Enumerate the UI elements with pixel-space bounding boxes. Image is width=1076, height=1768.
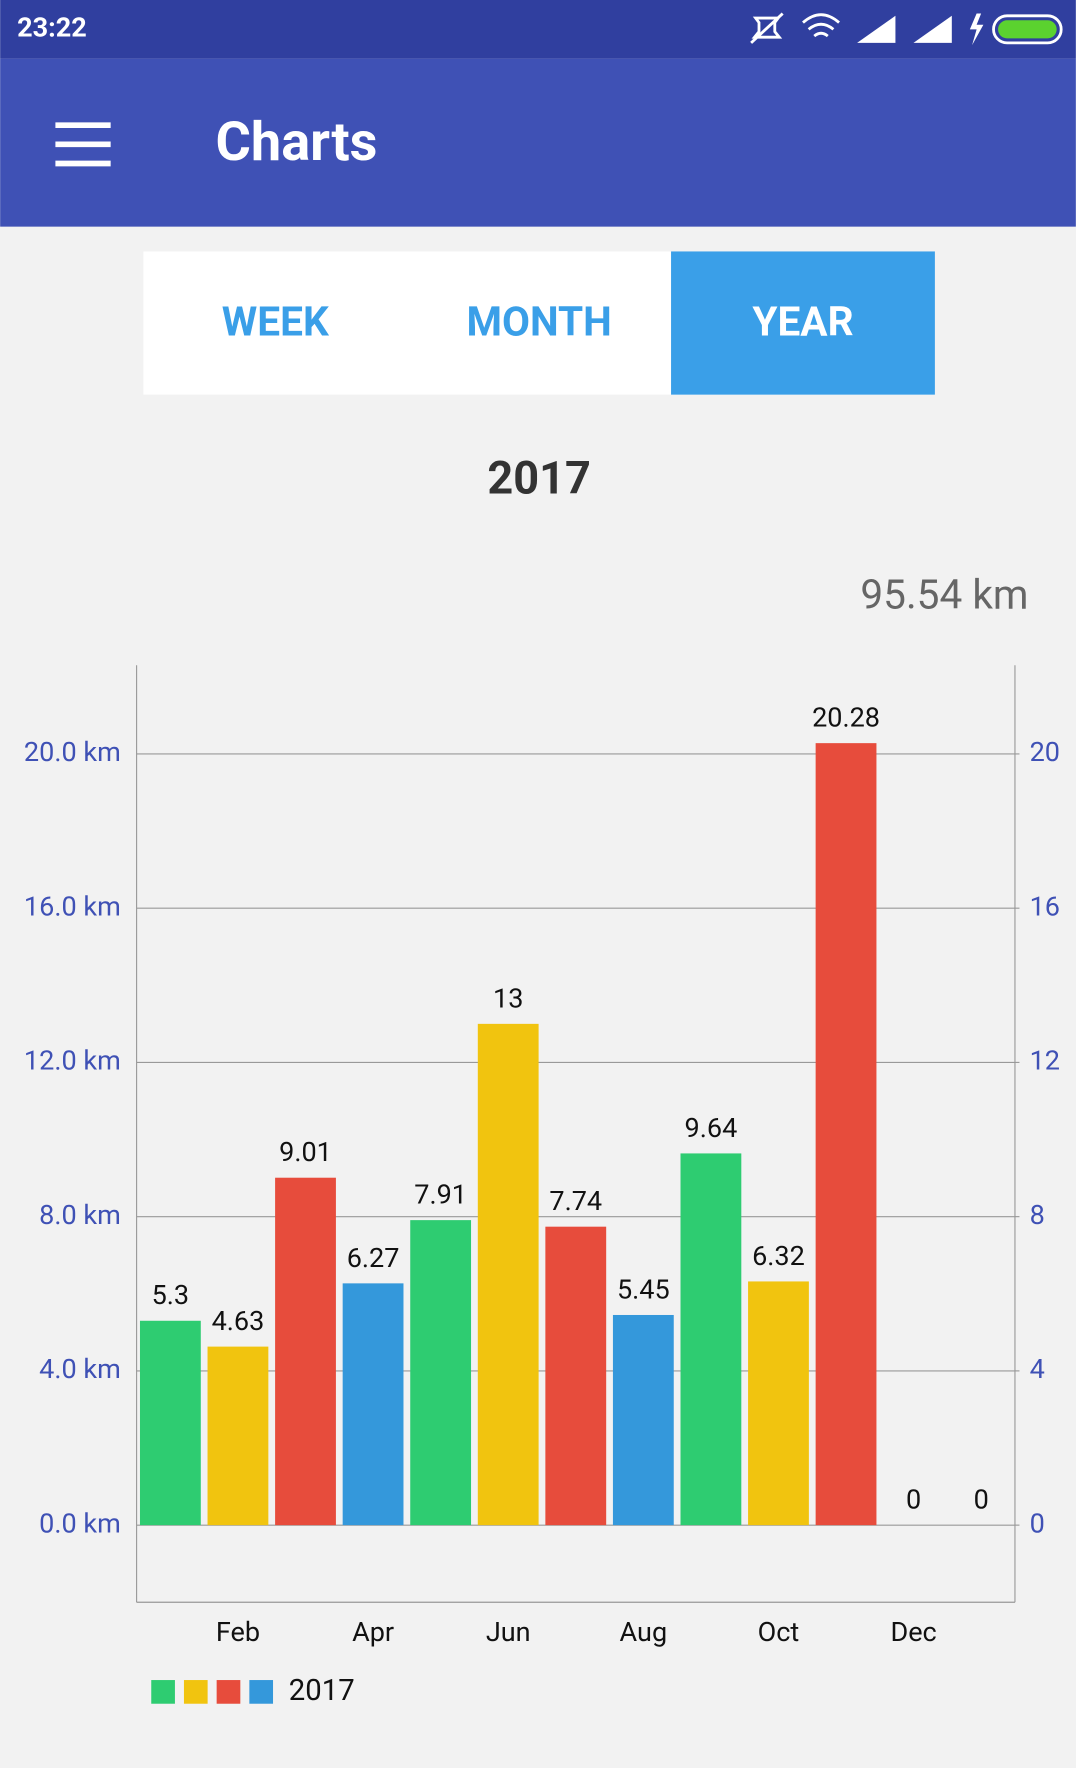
tab[interactable]: MONTH [466, 297, 611, 345]
value-label: 0 [974, 1484, 989, 1516]
x-tick-label: Jun [486, 1616, 531, 1648]
total-distance: 95.54 km [860, 570, 1028, 618]
toolbar [0, 58, 1076, 227]
value-label: 5.45 [617, 1273, 670, 1305]
bar [139, 1320, 201, 1526]
tab[interactable]: YEAR [752, 297, 853, 345]
bar [815, 743, 877, 1526]
mute-icon [750, 12, 784, 44]
y-tick-label: 8.0 km [39, 1199, 121, 1231]
y2-tick-label: 16 [1030, 890, 1060, 922]
value-label: 20.28 [812, 702, 880, 734]
value-label: 5.3 [152, 1279, 190, 1311]
status-bar [0, 0, 1076, 59]
value-label: 13 [493, 982, 523, 1014]
value-label: 9.01 [279, 1136, 332, 1168]
value-label: 7.91 [414, 1179, 467, 1211]
value-label: 9.64 [685, 1112, 738, 1144]
charging-icon [969, 13, 984, 46]
legend-swatch [183, 1680, 208, 1704]
legend-swatch [216, 1680, 241, 1704]
x-tick-label: Aug [620, 1616, 668, 1648]
y-tick-label: 16.0 km [24, 890, 121, 922]
bar [612, 1314, 674, 1526]
bar [410, 1220, 472, 1526]
menu-button[interactable] [55, 122, 111, 167]
y-tick-label: 12.0 km [24, 1045, 121, 1077]
x-tick-label: Feb [216, 1616, 260, 1648]
bar [545, 1226, 607, 1526]
battery-icon [992, 14, 1063, 45]
status-icons [750, 12, 1063, 46]
battery-level [998, 20, 1057, 39]
value-label: 6.32 [752, 1240, 805, 1272]
bar [342, 1283, 404, 1526]
y-tick-label: 20.0 km [24, 736, 121, 768]
y2-tick-label: 0 [1030, 1507, 1045, 1539]
legend-label: 2017 [289, 1674, 355, 1708]
y2-tick-label: 8 [1030, 1199, 1045, 1231]
bar [275, 1177, 336, 1526]
y-tick-label: 0.0 km [39, 1507, 121, 1539]
x-tick-label: Oct [758, 1616, 800, 1648]
y-tick-label: 4.0 km [39, 1353, 121, 1385]
value-label: 4.63 [212, 1305, 265, 1337]
x-tick-label: Apr [352, 1616, 394, 1648]
tab[interactable]: WEEK [222, 297, 330, 345]
legend-swatch [151, 1680, 175, 1704]
toolbar-title: Charts [216, 111, 378, 174]
value-label: 7.74 [549, 1185, 602, 1217]
value-label: 6.27 [347, 1242, 400, 1274]
bar [748, 1281, 809, 1526]
status-time: 23:22 [17, 11, 87, 43]
y2-tick-label: 12 [1030, 1045, 1060, 1077]
wifi-icon [802, 13, 840, 38]
y2-tick-label: 20 [1030, 736, 1060, 768]
tab-selected[interactable] [671, 251, 935, 395]
bar [680, 1153, 742, 1526]
x-tick-label: Dec [890, 1616, 936, 1648]
y2-tick-label: 4 [1030, 1353, 1045, 1385]
value-label: 0 [906, 1484, 921, 1516]
bar [477, 1023, 539, 1526]
period-label: 2017 [487, 452, 591, 505]
bar [207, 1346, 269, 1526]
legend-swatch [249, 1680, 274, 1704]
